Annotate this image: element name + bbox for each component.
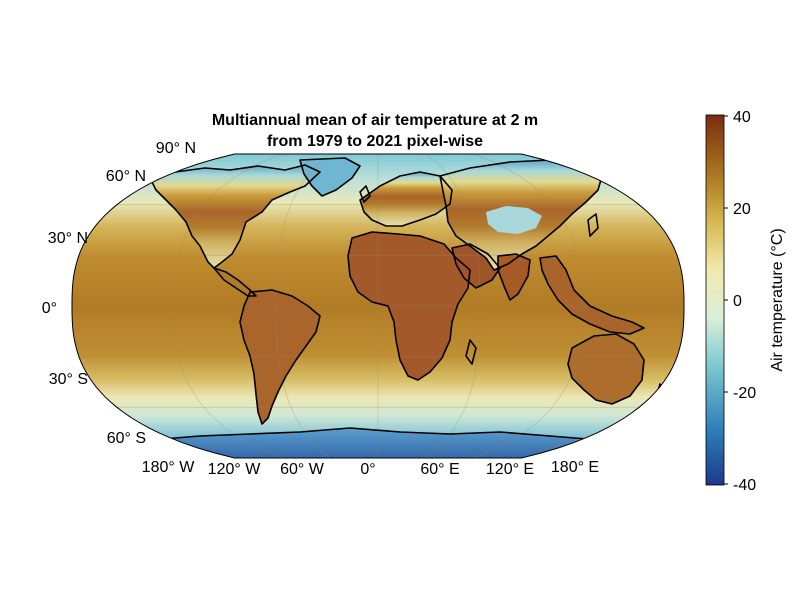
- lat-label-60n: 60° N: [106, 168, 146, 185]
- map-title-line-1: Multiannual mean of air temperature at 2…: [212, 112, 538, 129]
- colorbar-gradient: [705, 114, 725, 486]
- globe-outline: [71, 153, 685, 459]
- land-north-america: [150, 165, 320, 268]
- coast-madagascar: [465, 339, 477, 365]
- coast-india: [497, 253, 531, 301]
- lon-label-120e: 120° E: [486, 461, 534, 478]
- coast-uk: [359, 185, 371, 203]
- map-title-line-2: from 1979 to 2021 pixel-wise: [267, 133, 483, 150]
- colorbar-tick-40: 40: [733, 109, 751, 126]
- land-antarctica: [150, 428, 660, 458]
- graticule-meridian: [275, 154, 331, 458]
- colorbar-label: Air temperature (°C): [769, 228, 786, 371]
- lat-label-90n: 90° N: [156, 140, 196, 157]
- graticule-meridian: [173, 154, 283, 458]
- longitude-labels: 180° W 120° W 60° W 0° 60° E 120° E 180°…: [142, 459, 599, 478]
- coast-arabia: [451, 243, 501, 289]
- graticule-meridian: [425, 154, 481, 458]
- coast-south-america: [239, 289, 321, 425]
- lon-label-180w: 180° W: [142, 459, 196, 476]
- land-masses: [150, 158, 660, 458]
- land-australia: [568, 334, 644, 404]
- lat-label-30s: 30° S: [49, 371, 88, 388]
- coast-southeast-asia: [539, 255, 645, 335]
- lon-label-60e: 60° E: [420, 461, 459, 478]
- lat-label-0: 0°: [42, 300, 57, 317]
- graticule-meridian: [473, 154, 583, 458]
- coast-central-america: [213, 267, 257, 297]
- coast-antarctica: [149, 427, 661, 447]
- land-central-america: [214, 268, 256, 296]
- coast-africa: [347, 231, 471, 381]
- world-map: 90° N 60° N 30° N 0° 30° S 60° S 180° W …: [42, 140, 685, 478]
- lat-label-60s: 60° S: [107, 430, 146, 447]
- coast-europe: [359, 171, 453, 227]
- lon-label-180e: 180° E: [551, 459, 599, 476]
- coastlines: [149, 157, 667, 447]
- colorbar-tick-neg20: -20: [733, 385, 756, 402]
- land-tibet-plateau: [486, 206, 542, 234]
- coast-japan: [587, 213, 599, 237]
- lon-label-0: 0°: [360, 461, 375, 478]
- colorbar-tick-20: 20: [733, 201, 751, 218]
- lon-label-60w: 60° W: [280, 461, 325, 478]
- land-southeast-asia: [540, 256, 644, 334]
- colorbar-tick-neg40: -40: [733, 477, 756, 494]
- colorbar-tick-0: 0: [733, 293, 742, 310]
- land-europe: [360, 172, 452, 226]
- land-south-america: [240, 290, 320, 424]
- lon-label-120w: 120° W: [208, 461, 262, 478]
- land-africa: [348, 232, 470, 380]
- coast-greenland: [299, 157, 361, 197]
- colorbar-tick-marks: [724, 115, 728, 485]
- land-greenland: [300, 158, 360, 196]
- lat-label-30n: 30° N: [48, 230, 88, 247]
- colorbar: 40 20 0 -20 -40 Air temperature (°C): [705, 109, 786, 494]
- coast-australia: [567, 333, 645, 405]
- latitude-labels: 90° N 60° N 30° N 0° 30° S 60° S: [42, 140, 196, 447]
- coast-north-america: [149, 164, 321, 269]
